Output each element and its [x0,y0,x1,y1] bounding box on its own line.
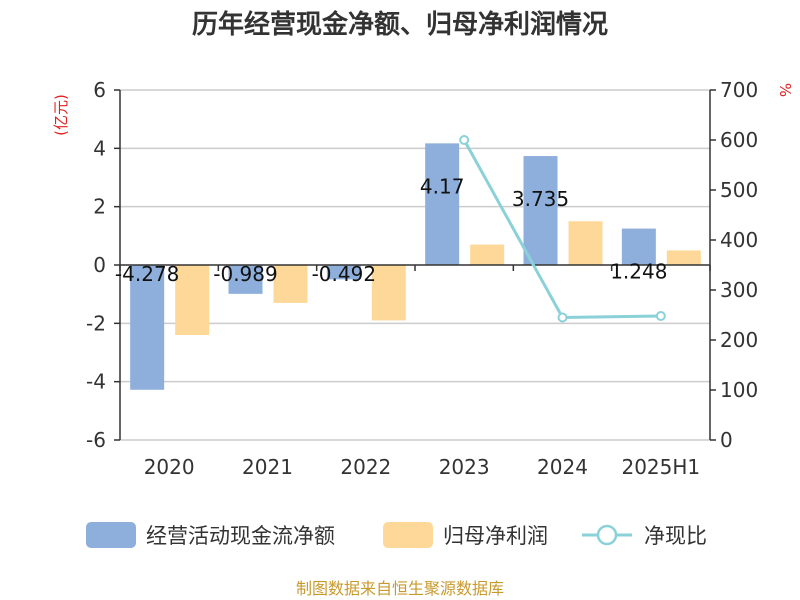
axes [114,89,716,441]
legend-label: 净现比 [644,524,707,548]
tick-labels: -6 -4 -2 0 2 4 6 0 100 200 300 400 500 600 700 2020 2021… [86,78,758,479]
legend-label: 归母净利润 [443,524,548,548]
right-tick-label: 400 [720,228,758,252]
category-label: 2025H1 [621,455,700,479]
right-tick-label: 100 [720,378,758,402]
data-labels: -4.278 -0.989 -0.492 4.17 3.735 1.248 [115,174,668,286]
legend-swatch [86,522,136,548]
left-tick-label: -6 [86,428,106,452]
right-tick-label: 600 [720,128,758,152]
bar [666,250,701,265]
grid [120,89,710,441]
left-tick-label: -2 [86,311,106,335]
data-label: 4.17 [420,174,465,198]
category-label: 2022 [340,455,391,479]
legend: 经营活动现金流净额 归母净利润 净现比 [86,522,707,548]
left-tick-label: -4 [86,370,106,394]
left-tick-label: 2 [93,195,106,219]
right-tick-label: 300 [720,278,758,302]
category-label: 2020 [144,455,195,479]
right-tick-label: 700 [720,78,758,102]
right-axis-unit: % [776,83,794,97]
category-label: 2023 [439,455,490,479]
legend-label: 经营活动现金流净额 [146,524,335,548]
data-label: -0.492 [312,262,376,286]
bars [130,143,701,390]
data-label: -4.278 [115,262,179,286]
bar [621,228,656,265]
category-label: 2021 [242,455,293,479]
bar [130,265,165,390]
bar [568,221,603,265]
chart-title: 历年经营现金净额、归母净利润情况 [192,9,608,40]
line-point [459,135,470,145]
bar [175,265,210,335]
data-label: -0.989 [213,262,277,286]
right-tick-label: 500 [720,178,758,202]
left-tick-label: 0 [93,253,106,277]
legend-swatch-marker [596,524,618,546]
line-series [459,135,666,323]
left-tick-label: 4 [93,136,106,160]
bar [326,265,361,280]
bar [425,143,460,265]
line-point [557,312,568,323]
right-tick-label: 200 [720,328,758,352]
bar [470,244,505,265]
category-label: 2024 [537,455,588,479]
right-tick-label: 0 [720,428,733,452]
data-label: 3.735 [512,187,569,211]
bar [273,265,308,303]
line-point [655,311,666,321]
left-tick-label: 6 [93,78,106,102]
source-note: 制图数据来自恒生聚源数据库 [296,579,504,598]
legend-swatch [383,522,433,548]
bar [523,156,558,265]
data-label: 1.248 [610,260,667,284]
left-axis-unit: (亿元) [52,94,70,136]
bar [371,265,406,321]
bar [228,265,263,294]
